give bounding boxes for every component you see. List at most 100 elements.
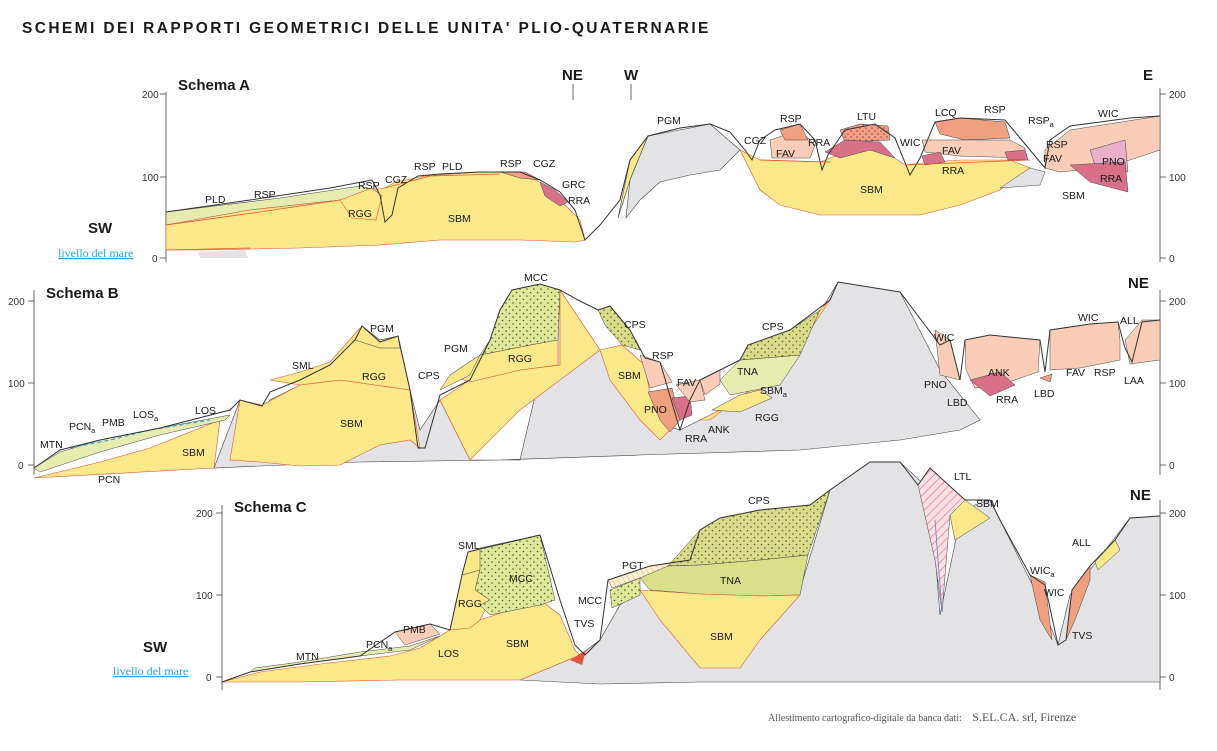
schema-b-pgm-mcc <box>439 354 481 391</box>
unit-label: TVS <box>1072 630 1092 642</box>
unit-label: RSP <box>500 158 522 170</box>
unit-label: WICa <box>1030 565 1055 579</box>
schema-a-grey-east <box>999 167 1046 189</box>
schema-a-title: Schema A <box>178 77 250 94</box>
schema-b-ank <box>969 371 1016 397</box>
schema-b-tick-0: 0 <box>18 461 24 472</box>
unit-label: PCNa <box>69 421 96 435</box>
unit-label: RRA <box>685 433 707 445</box>
unit-label: RGG <box>362 371 386 383</box>
unit-label: RSP <box>1046 139 1068 151</box>
schema-a-rsp-pink <box>779 123 809 141</box>
unit-label: FAV <box>942 145 961 157</box>
unit-label: RSP <box>1094 367 1116 379</box>
unit-label: RSP <box>780 113 802 125</box>
unit-label: SML <box>458 540 480 552</box>
schema-b-right-tick-200: 200 <box>1169 297 1186 308</box>
schema-a-e-label: E <box>1143 67 1153 84</box>
schema-c-grey-substrate <box>519 461 1161 685</box>
schema-c-green-left <box>609 577 641 609</box>
unit-label: ALL <box>1120 315 1139 327</box>
unit-label: RSP <box>652 350 674 362</box>
unit-label: PNO <box>1102 156 1125 168</box>
schema-c-tick-100: 100 <box>196 591 213 602</box>
schema-c-right-tick-100: 100 <box>1169 591 1186 602</box>
unit-label: FAV <box>1043 153 1062 165</box>
schema-b-east-pink-2 <box>1049 321 1121 371</box>
unit-label: LTU <box>857 111 876 123</box>
unit-label: SBMa <box>760 385 788 399</box>
schema-b-blue-dash <box>69 419 211 449</box>
unit-label: LBD <box>947 397 968 409</box>
unit-label: ALL <box>1072 537 1091 549</box>
schema-b-right-tick-100: 100 <box>1169 379 1186 390</box>
unit-label: RSP <box>254 189 276 201</box>
unit-label: LAA <box>1124 375 1144 387</box>
unit-label: PGM <box>657 115 681 127</box>
schema-b-ne-label: NE <box>1128 275 1149 292</box>
schema-c-ltl-blue-line <box>934 519 943 613</box>
schema-c-tvs-left <box>570 650 586 665</box>
credit-line: Allestimento cartografico-digitale da ba… <box>768 708 1076 725</box>
schema-a-east-pink <box>1044 115 1161 173</box>
unit-label: WIC <box>1098 108 1119 120</box>
unit-label: RRA <box>996 394 1018 406</box>
unit-label: LCQ <box>935 107 957 119</box>
unit-label: ANK <box>708 424 730 436</box>
unit-label: PMB <box>102 417 125 429</box>
unit-label: CPS <box>748 495 770 507</box>
schema-a-small-grey-east <box>620 215 625 220</box>
schema-b-sbm-west <box>33 419 221 479</box>
unit-label: RRA <box>808 137 830 149</box>
schema-a-tick-200: 200 <box>142 90 159 101</box>
unit-label: FAV <box>776 148 795 160</box>
unit-label: SBM <box>340 418 363 430</box>
unit-label: PMB <box>403 624 426 636</box>
schema-a-ne-label: NE <box>562 67 583 84</box>
page-title: SCHEMI DEI RAPPORTI GEOMETRICI DELLE UNI… <box>22 20 711 37</box>
unit-label: CPS <box>418 370 440 382</box>
schema-b-sbma <box>711 389 773 413</box>
schema-c-sbm-west <box>221 599 581 683</box>
unit-label: SBM <box>506 638 529 650</box>
unit-label: RRA <box>568 195 590 207</box>
unit-label: PNO <box>924 379 947 391</box>
schema-a-small-grey-west <box>198 250 248 258</box>
unit-label: RSPa <box>1028 115 1055 129</box>
schema-c-right-tick-0: 0 <box>1169 673 1175 684</box>
unit-label: LBD <box>1034 388 1055 400</box>
unit-label: WIC <box>1044 587 1065 599</box>
schema-a-tick-0: 0 <box>152 254 158 265</box>
schema-a-rgg-west <box>339 187 383 221</box>
schema-a-right-tick-200: 200 <box>1169 90 1186 101</box>
unit-label: RGG <box>508 353 532 365</box>
unit-label: SBM <box>618 370 641 382</box>
schema-c-sbm-central <box>639 589 801 669</box>
unit-label: GRC <box>562 179 586 191</box>
schema-b-tick-200: 200 <box>8 297 25 308</box>
schema-c-wic-left <box>1029 574 1053 641</box>
unit-label: WIC <box>900 137 921 149</box>
unit-label: MCC <box>509 573 533 585</box>
schema-a-w-label: W <box>624 67 639 84</box>
unit-label: RSP <box>414 161 436 173</box>
schema-b: 200 100 0 200 100 0 <box>8 272 1186 486</box>
unit-label: PLD <box>442 161 463 173</box>
schema-c-sea-level: livello del mare <box>113 664 188 678</box>
schema-c-sbm-right <box>949 499 991 541</box>
unit-label: ANK <box>988 367 1010 379</box>
unit-label: PNO <box>644 404 667 416</box>
schema-c-right-tick-200: 200 <box>1169 509 1186 520</box>
unit-label: PCN <box>98 474 120 486</box>
unit-label: MTN <box>40 439 63 451</box>
unit-label: FAV <box>677 377 696 389</box>
schema-a-tick-100: 100 <box>142 173 159 184</box>
schema-c-ne-label: NE <box>1130 487 1151 504</box>
unit-label: MCC <box>578 595 602 607</box>
schema-b-title: Schema B <box>46 285 119 302</box>
schema-b-rsp-valley <box>639 354 673 389</box>
unit-label: LOS <box>438 648 459 660</box>
unit-label: FAV <box>1066 367 1085 379</box>
schema-a-sea-level: livello del mare <box>58 246 133 260</box>
